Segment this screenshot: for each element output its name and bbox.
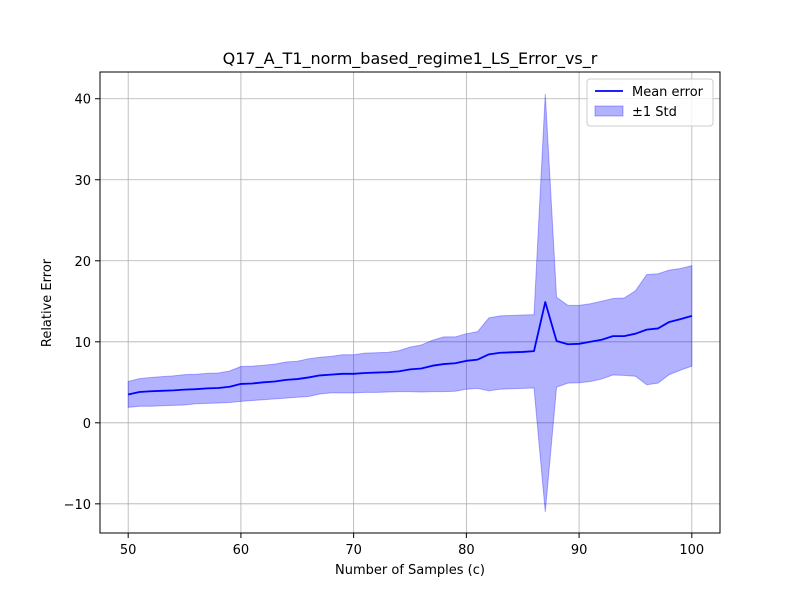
x-axis-label: Number of Samples (c) [335, 563, 485, 578]
axes-frame [99, 71, 721, 534]
y-tick-label: 10 [74, 336, 91, 351]
y-tick-label: 0 [83, 417, 91, 432]
x-tick-label: 90 [571, 543, 588, 558]
x-tick-label: 60 [233, 543, 250, 558]
y-tick-label: 30 [74, 174, 91, 189]
y-tick-label: −10 [64, 498, 91, 513]
y-tick-label: 40 [74, 93, 91, 108]
mean-error-line [127, 301, 693, 396]
legend: Mean error ±1 Std [586, 78, 714, 127]
std-band-area [127, 93, 693, 512]
x-tick-label: 100 [679, 543, 704, 558]
chart-title: Q17_A_T1_norm_based_regime1_LS_Error_vs_… [223, 49, 598, 69]
x-tick-label: 80 [458, 543, 475, 558]
legend-band-swatch [594, 105, 624, 117]
x-tick-label: 70 [345, 543, 362, 558]
y-tick-label: 20 [74, 255, 91, 270]
plot-area: 50 60 70 80 90 100 −10 0 10 20 30 40 [64, 71, 721, 558]
x-tick-label: 50 [120, 543, 137, 558]
legend-label-std: ±1 Std [632, 105, 677, 120]
legend-label-mean-error: Mean error [632, 85, 704, 100]
y-axis-label: Relative Error [40, 258, 55, 347]
